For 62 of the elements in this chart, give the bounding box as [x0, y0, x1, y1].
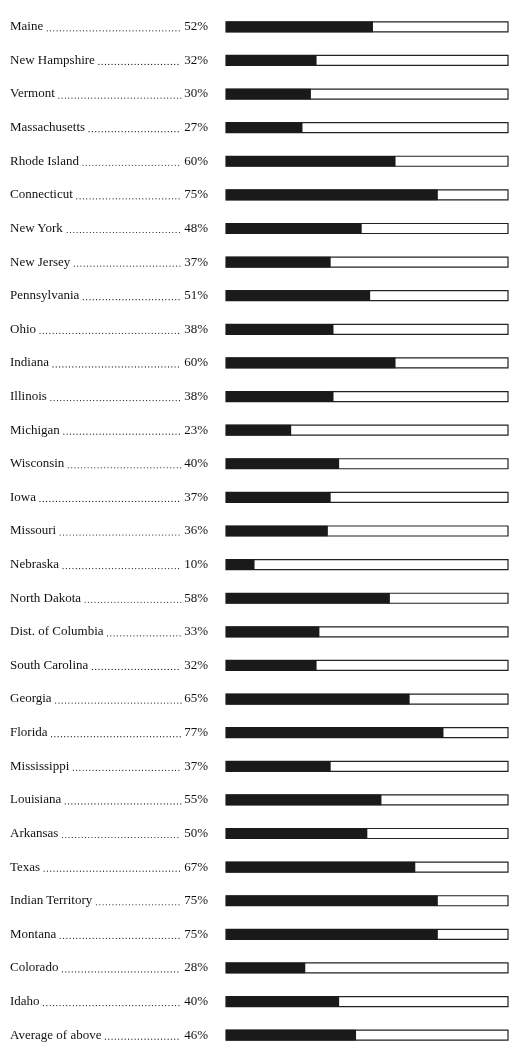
y-tick-label: Georgia: [10, 690, 52, 706]
y-tick-label: Louisiana: [10, 791, 62, 807]
data-label: 32%: [184, 51, 209, 67]
data-label: 75%: [184, 186, 209, 202]
y-tick-label: Idaho: [10, 993, 40, 1008]
data-label: 58%: [184, 589, 209, 605]
y-tick-label: Vermont: [10, 85, 56, 101]
data-label: 65%: [184, 690, 209, 706]
data-label: 32%: [184, 656, 209, 672]
data-label: 48%: [184, 219, 209, 235]
data-label: 50%: [184, 824, 209, 840]
y-tick-label: New Jersey: [10, 253, 71, 269]
data-label: 38%: [184, 387, 209, 403]
data-label: 33%: [184, 623, 209, 639]
data-label: 27%: [184, 119, 209, 135]
data-label: 75%: [184, 925, 209, 941]
y-tick-label: Michigan: [10, 421, 61, 437]
y-tick-label: Mississippi: [10, 757, 70, 773]
data-label: 46%: [184, 1026, 209, 1042]
data-label: 60%: [184, 152, 209, 168]
y-tick-label: Colorado: [10, 959, 59, 975]
y-tick-label: Maine: [10, 18, 44, 34]
data-label: 67%: [184, 858, 209, 874]
y-tick-label: Ohio: [10, 320, 36, 336]
y-tick-label: Rhode Island: [10, 152, 80, 168]
y-tick-label: North Dakota: [10, 589, 82, 605]
y-tick-label: Missouri: [10, 522, 57, 538]
data-label: 60%: [184, 354, 209, 370]
data-label: 51%: [184, 287, 209, 303]
data-label: 23%: [184, 421, 209, 437]
data-label: 37%: [184, 757, 209, 773]
y-tick-label: South Carolina: [10, 656, 89, 672]
data-label: 38%: [184, 320, 209, 336]
data-label: 40%: [184, 993, 209, 1008]
y-tick-label: New Hampshire: [10, 51, 96, 67]
y-tick-label: Montana: [10, 925, 57, 941]
y-tick-label: Arkansas: [10, 824, 59, 840]
y-tick-label: Wisconsin: [10, 455, 65, 471]
data-label: 77%: [184, 724, 209, 740]
y-tick-label: Indiana: [10, 354, 50, 370]
y-tick-label: Indian Territory: [10, 892, 93, 908]
data-label: 52%: [184, 18, 209, 34]
y-tick-label: Dist. of Columbia: [10, 623, 104, 639]
y-tick-label: Connecticut: [10, 186, 74, 202]
data-label: 55%: [184, 791, 209, 807]
y-tick-label: New York: [10, 219, 64, 235]
data-label: 37%: [184, 253, 209, 269]
data-label: 40%: [184, 455, 209, 471]
data-label: 37%: [184, 488, 209, 504]
y-tick-label: Nebraska: [10, 556, 60, 572]
y-tick-label: Illinois: [10, 387, 47, 403]
y-tick-label: Florida: [10, 724, 48, 740]
y-tick-label: Pennsylvania: [10, 287, 80, 303]
y-tick-label: Massachusetts: [10, 119, 86, 135]
y-tick-label: Average of above: [10, 1026, 102, 1042]
data-label: 36%: [184, 522, 209, 538]
data-label: 10%: [184, 556, 209, 572]
y-tick-label: Texas: [10, 858, 41, 874]
data-label: 28%: [184, 959, 209, 975]
data-label: 30%: [184, 85, 209, 101]
data-label: 75%: [184, 892, 209, 908]
y-tick-label: Iowa: [10, 488, 37, 504]
